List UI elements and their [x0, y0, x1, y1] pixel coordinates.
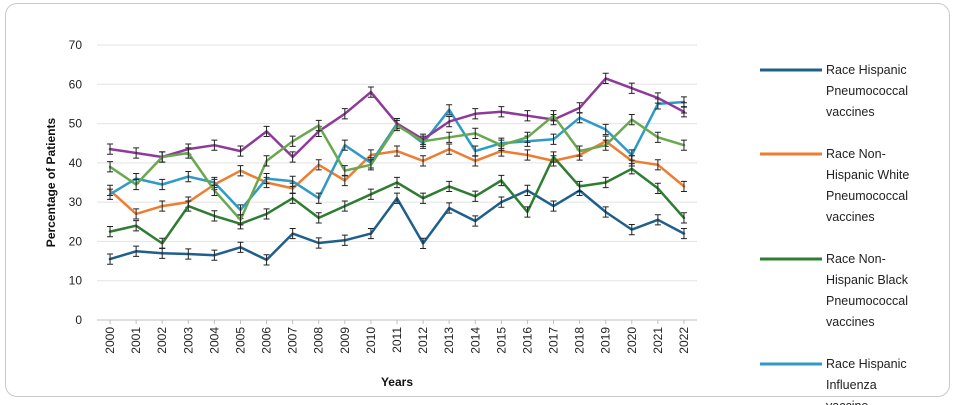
x-tick-label: 2013	[442, 327, 456, 354]
y-tick-label: 40	[69, 156, 83, 170]
x-tick-label: 2009	[338, 327, 352, 354]
x-tick-label: 2004	[207, 327, 221, 354]
x-tick-label: 2002	[155, 327, 169, 354]
x-tick-label: 2014	[468, 327, 482, 354]
legend-item: Race Hispanic Pneumococcal vaccines	[760, 63, 908, 119]
legend-item: Race Non- Hispanic Black Pneumococcal vacci…	[760, 252, 909, 329]
y-axis-title: Percentage of Patients	[44, 117, 58, 247]
x-tick-label: 2019	[599, 327, 613, 354]
x-tick-label: 2003	[181, 327, 195, 354]
x-tick-label: 2021	[651, 327, 665, 354]
series	[107, 184, 687, 266]
legend-label: Hispanic White	[826, 168, 909, 182]
legend-label: vaccines	[826, 210, 875, 224]
x-axis-ticks: 2000 2001 2002 2003 2004 2005 2006 2007 2008 2009…	[103, 320, 691, 354]
x-tick-label: 2018	[573, 327, 587, 354]
x-tick-label: 2017	[547, 327, 561, 354]
y-tick-label: 50	[69, 117, 83, 131]
x-axis-title: Years	[381, 375, 413, 389]
y-axis-ticks: 0 10 20 30 40 50 60 70	[69, 38, 83, 327]
y-tick-label: 30	[69, 195, 83, 209]
legend-label: Race Non-	[826, 147, 886, 161]
x-tick-label: 2008	[312, 327, 326, 354]
legend-label: Pneumococcal	[826, 189, 908, 203]
x-tick-label: 2007	[286, 327, 300, 354]
legend-label: vaccines	[826, 105, 875, 119]
legend-label: Hispanic Black	[826, 273, 909, 287]
y-tick-label: 10	[69, 274, 83, 288]
series	[107, 110, 687, 226]
x-tick-label: 2006	[260, 327, 274, 354]
x-tick-label: 2010	[364, 327, 378, 354]
legend-item: Race Non- Hispanic White Pneumococcal vacci…	[760, 147, 909, 224]
legend-label: Pneumococcal	[826, 294, 908, 308]
legend-label: Influenza	[826, 378, 877, 392]
y-tick-label: 0	[75, 313, 82, 327]
x-tick-label: 2015	[494, 327, 508, 354]
x-tick-label: 2022	[677, 327, 691, 354]
x-tick-label: 2016	[520, 327, 534, 354]
legend-label: Race Non-	[826, 252, 886, 266]
series	[107, 151, 687, 249]
x-tick-label: 2011	[390, 327, 404, 353]
legend-item: Race Hispanic Influenza vaccine	[760, 357, 907, 405]
legend-label: vaccines	[826, 315, 875, 329]
x-tick-label: 2005	[233, 327, 247, 354]
x-tick-label: 2000	[103, 327, 117, 354]
y-tick-label: 60	[69, 77, 83, 91]
series-lines	[107, 72, 687, 266]
legend-label: Race Hispanic	[826, 357, 907, 371]
series	[628, 102, 687, 167]
legend-label: vaccine	[826, 399, 868, 405]
legend-label: Pneumococcal	[826, 84, 908, 98]
x-tick-label: 2001	[129, 327, 143, 354]
y-tick-label: 70	[69, 38, 83, 52]
x-tick-label: 2012	[416, 327, 430, 354]
legend-label: Race Hispanic	[826, 63, 907, 77]
x-tick-label: 2020	[625, 327, 639, 354]
y-tick-label: 20	[69, 234, 83, 248]
